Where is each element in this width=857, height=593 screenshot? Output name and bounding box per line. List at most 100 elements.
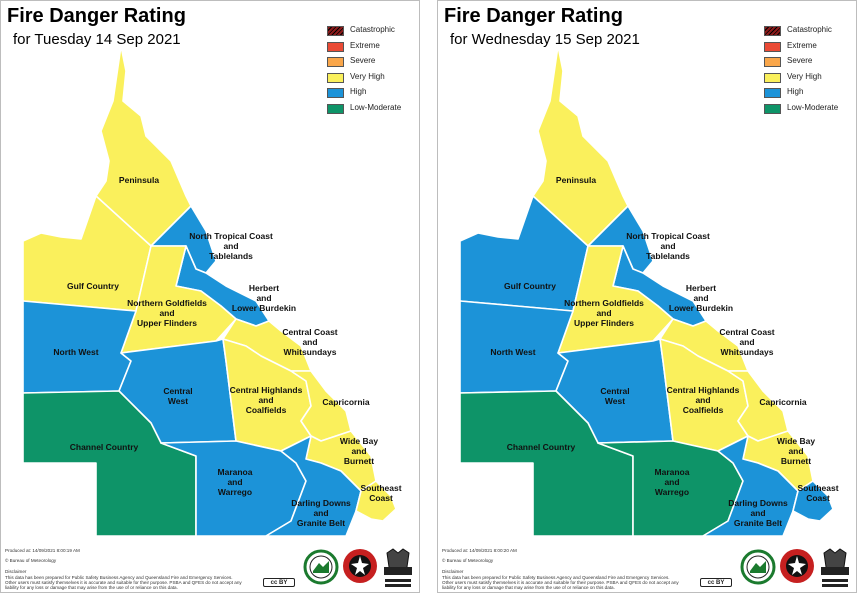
copyright: © Bureau of Meteorology <box>442 558 494 563</box>
label-wide-bay: Wide Bay and Burnett <box>777 436 815 466</box>
legend-swatch <box>764 72 781 83</box>
label-central-coast: Central Coast and Whitsundays <box>719 327 774 357</box>
label-northern-goldfields: Northern Goldfields and Upper Flinders <box>127 298 207 328</box>
map-subtitle: for Tuesday 14 Sep 2021 <box>13 31 181 48</box>
legend-label: High <box>787 87 804 96</box>
legend-item-high: High <box>764 86 856 102</box>
label-herbert-burdekin: Herbert and Lower Burdekin <box>669 283 733 313</box>
rural-fire-service-logo-icon <box>740 549 776 585</box>
legend-item-very-high: Very High <box>764 71 856 87</box>
label-peninsula: Peninsula <box>119 175 159 185</box>
queensland-government-crest-icon <box>384 548 412 587</box>
label-capricornia: Capricornia <box>322 397 370 407</box>
legend-item-catastrophic: Catastrophic <box>327 24 419 40</box>
label-darling-downs: Darling Downs and Granite Belt <box>291 498 351 528</box>
fire-danger-panel-wednesday: Fire Danger Rating for Wednesday 15 Sep … <box>437 0 857 593</box>
region-southeast-coast <box>792 480 834 522</box>
legend-swatch <box>327 103 344 114</box>
legend-item-extreme: Extreme <box>327 40 419 56</box>
legend-label: Severe <box>350 56 376 65</box>
legend-label: Extreme <box>787 40 817 50</box>
region-labels: Peninsula Gulf Country North Tropical Co… <box>53 175 401 528</box>
copyright: © Bureau of Meteorology <box>5 558 57 563</box>
legend-swatch <box>327 57 344 67</box>
queensland-fire-danger-map: Peninsula Gulf Country North Tropical Co… <box>22 45 402 537</box>
legend: Catastrophic Extreme Severe Very High Hi… <box>764 24 856 117</box>
label-gulf-country: Gulf Country <box>67 281 119 291</box>
disclaimer-line: This data has been prepared for Public S… <box>442 575 670 580</box>
fire-danger-panel-tuesday: Fire Danger Rating for Tuesday 14 Sep 20… <box>0 0 420 593</box>
label-southeast-coast: Southeast Coast <box>360 483 401 503</box>
legend-item-very-high: Very High <box>327 71 419 87</box>
label-central-west: Central West <box>600 386 629 406</box>
disclaimer-line: Other users must satisfy themselves it i… <box>5 580 242 585</box>
legend-label: High <box>350 87 367 96</box>
legend-swatch <box>327 88 344 98</box>
legend-item-high: High <box>327 86 419 102</box>
creative-commons-icon: cc BY <box>263 578 295 587</box>
label-northern-goldfields: Northern Goldfields and Upper Flinders <box>564 298 644 328</box>
disclaimer-line: Other users must satisfy themselves it i… <box>442 580 679 585</box>
map-subtitle: for Wednesday 15 Sep 2021 <box>450 31 640 48</box>
map-title: Fire Danger Rating <box>444 5 623 27</box>
region-labels: Peninsula Gulf Country North Tropical Co… <box>490 175 838 528</box>
label-central-highlands: Central Highlands and Coalfields <box>230 385 303 415</box>
label-channel-country: Channel Country <box>507 442 576 452</box>
legend-label: Low-Moderate <box>787 102 839 112</box>
legend-swatch <box>327 26 344 36</box>
label-channel-country: Channel Country <box>70 442 139 452</box>
label-southeast-coast: Southeast Coast <box>797 483 838 503</box>
label-wide-bay: Wide Bay and Burnett <box>340 436 378 466</box>
legend-label: Catastrophic <box>787 25 832 34</box>
legend-label: Severe <box>787 56 813 65</box>
label-central-highlands: Central Highlands and Coalfields <box>667 385 740 415</box>
label-maranoa: Maranoa and Warrego <box>218 467 253 497</box>
legend-item-catastrophic: Catastrophic <box>764 24 856 40</box>
legend-item-low-moderate: Low-Moderate <box>764 102 856 118</box>
disclaimer-line: This data has been prepared for Public S… <box>5 575 233 580</box>
label-central-coast: Central Coast and Whitsundays <box>282 327 337 357</box>
legend-swatch <box>764 26 781 36</box>
label-north-west: North West <box>490 347 535 357</box>
queensland-government-crest-icon <box>821 548 849 587</box>
legend-label: Extreme <box>350 40 380 50</box>
label-north-tropical-coast: North Tropical Coast and Tablelands <box>626 231 710 261</box>
label-gulf-country: Gulf Country <box>504 281 556 291</box>
legend-label: Low-Moderate <box>350 102 402 112</box>
produced-at: Produced at: 14/09/2021 8:00:20 AM <box>442 548 517 553</box>
fire-rescue-logo-icon <box>343 549 377 583</box>
label-maranoa: Maranoa and Warrego <box>655 467 690 497</box>
creative-commons-icon: cc BY <box>700 578 732 587</box>
legend-swatch <box>764 57 781 67</box>
legend-swatch <box>327 41 344 52</box>
disclaimer-title: Disclaimer <box>442 569 464 574</box>
label-central-west: Central West <box>163 386 192 406</box>
legend-swatch <box>327 72 344 83</box>
legend-swatch <box>764 103 781 114</box>
disclaimer-title: Disclaimer <box>5 569 27 574</box>
label-darling-downs: Darling Downs and Granite Belt <box>728 498 788 528</box>
legend-label: Very High <box>350 71 385 81</box>
label-peninsula: Peninsula <box>556 175 596 185</box>
map-title: Fire Danger Rating <box>7 5 186 27</box>
legend-item-extreme: Extreme <box>764 40 856 56</box>
disclaimer-line: liability for any loss or damage that ma… <box>442 585 615 590</box>
queensland-fire-danger-map: Peninsula Gulf Country North Tropical Co… <box>459 45 839 537</box>
region-southeast-coast <box>355 480 397 522</box>
label-north-west: North West <box>53 347 98 357</box>
legend-label: Catastrophic <box>350 25 395 34</box>
produced-at: Produced at: 14/09/2021 8:00:19 AM <box>5 548 80 553</box>
disclaimer-line: liability for any loss or damage that ma… <box>5 585 178 590</box>
legend-item-low-moderate: Low-Moderate <box>327 102 419 118</box>
fire-rescue-logo-icon <box>780 549 814 583</box>
legend-swatch <box>764 88 781 98</box>
rural-fire-service-logo-icon <box>303 549 339 585</box>
legend-item-severe: Severe <box>327 55 419 71</box>
legend-item-severe: Severe <box>764 55 856 71</box>
label-north-tropical-coast: North Tropical Coast and Tablelands <box>189 231 273 261</box>
label-capricornia: Capricornia <box>759 397 807 407</box>
legend-label: Very High <box>787 71 822 81</box>
legend: Catastrophic Extreme Severe Very High Hi… <box>327 24 419 117</box>
label-herbert-burdekin: Herbert and Lower Burdekin <box>232 283 296 313</box>
legend-swatch <box>764 41 781 52</box>
